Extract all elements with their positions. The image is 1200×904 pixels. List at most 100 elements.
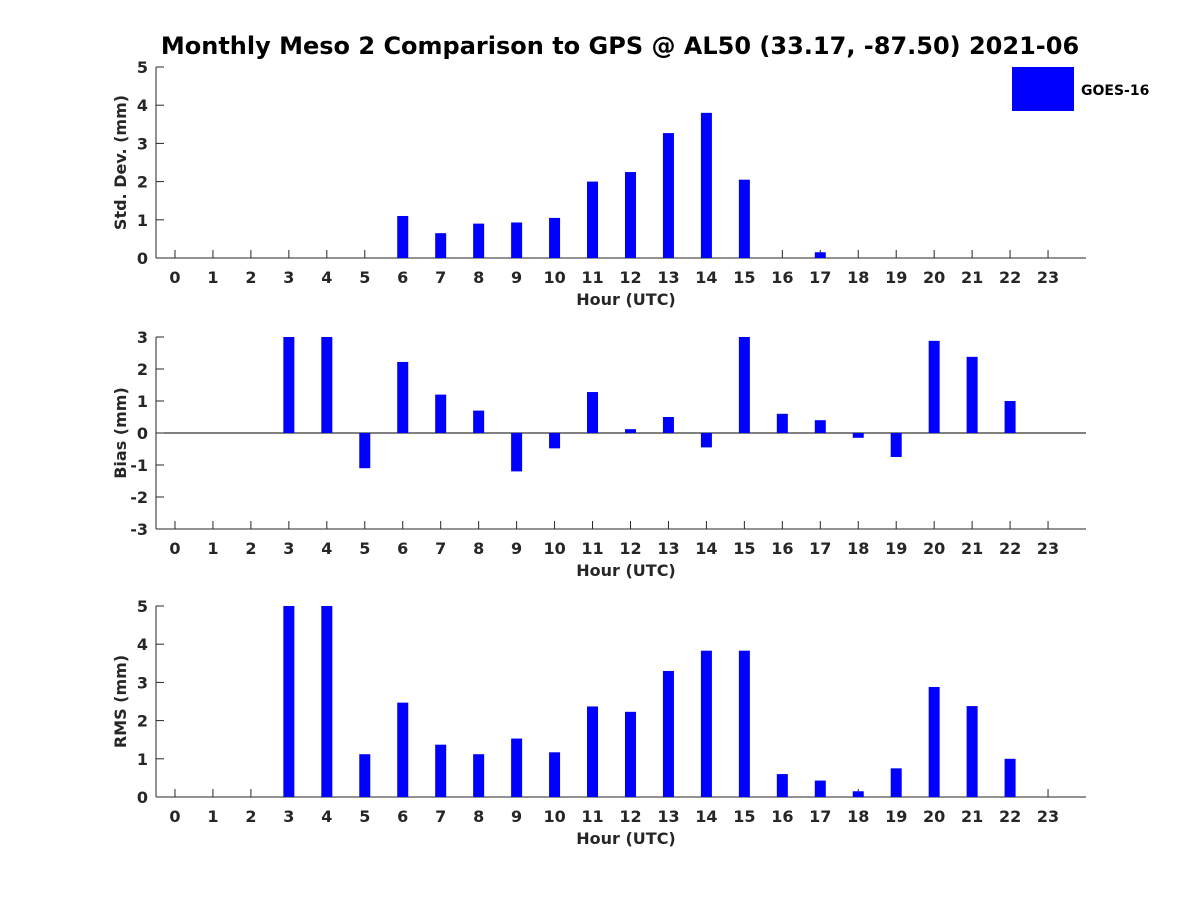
y-tick-label: 3 <box>137 328 148 347</box>
bar-bias-16 <box>776 413 788 433</box>
y-axis-label: Bias (mm) <box>111 387 130 479</box>
x-tick-label: 0 <box>169 268 180 287</box>
x-axis-label: Hour (UTC) <box>576 829 676 848</box>
bar-std-dev-12 <box>624 172 636 258</box>
y-tick-label: 0 <box>137 424 148 443</box>
x-tick-label: 22 <box>999 807 1021 826</box>
bar-std-dev-14 <box>700 112 712 258</box>
x-tick-label: 8 <box>473 539 484 558</box>
x-tick-label: 7 <box>435 268 446 287</box>
bar-std-dev-10 <box>549 217 561 258</box>
x-tick-label: 22 <box>999 539 1021 558</box>
x-tick-label: 21 <box>961 807 983 826</box>
x-tick-label: 10 <box>543 268 565 287</box>
y-tick-label: 3 <box>137 134 148 153</box>
x-tick-label: 21 <box>961 268 983 287</box>
x-tick-label: 3 <box>283 807 294 826</box>
x-tick-label: 7 <box>435 807 446 826</box>
bar-rms-7 <box>435 744 447 797</box>
bar-rms-12 <box>624 711 636 797</box>
bar-rms-16 <box>776 774 788 797</box>
bar-rms-4 <box>321 606 333 797</box>
y-tick-label: 0 <box>137 788 148 807</box>
x-tick-label: 4 <box>321 539 332 558</box>
x-tick-label: 20 <box>923 539 945 558</box>
bar-bias-19 <box>890 433 902 457</box>
x-tick-label: 19 <box>885 807 907 826</box>
x-tick-label: 17 <box>809 807 831 826</box>
y-tick-label: 2 <box>137 173 148 192</box>
bar-rms-22 <box>1004 758 1016 797</box>
y-tick-label: 1 <box>137 392 148 411</box>
bar-bias-18 <box>852 433 864 438</box>
legend: GOES-16 <box>1012 67 1149 111</box>
x-tick-label: 23 <box>1037 268 1059 287</box>
bar-rms-6 <box>397 702 409 797</box>
bar-rms-21 <box>966 706 978 797</box>
x-tick-label: 5 <box>359 268 370 287</box>
x-tick-label: 20 <box>923 268 945 287</box>
x-tick-label: 15 <box>733 807 755 826</box>
x-tick-label: 23 <box>1037 807 1059 826</box>
x-tick-label: 6 <box>397 807 408 826</box>
y-tick-label: 2 <box>137 712 148 731</box>
bar-rms-14 <box>700 650 712 797</box>
x-tick-label: 14 <box>695 539 717 558</box>
x-tick-label: 19 <box>885 268 907 287</box>
bar-bias-4 <box>321 337 333 433</box>
bar-bias-22 <box>1004 401 1016 433</box>
bar-rms-13 <box>662 670 674 797</box>
y-tick-label: 1 <box>137 750 148 769</box>
x-tick-label: 9 <box>511 268 522 287</box>
x-tick-label: 0 <box>169 807 180 826</box>
x-tick-label: 0 <box>169 539 180 558</box>
bar-bias-6 <box>397 361 409 433</box>
x-tick-label: 9 <box>511 539 522 558</box>
bar-std-dev-13 <box>662 133 674 258</box>
x-tick-label: 12 <box>619 268 641 287</box>
bar-std-dev-6 <box>397 215 409 258</box>
y-tick-label: 5 <box>137 58 148 77</box>
x-tick-label: 6 <box>397 539 408 558</box>
bar-bias-11 <box>587 392 599 433</box>
bar-bias-21 <box>966 356 978 433</box>
bar-bias-15 <box>738 337 750 433</box>
legend-label: GOES-16 <box>1081 83 1149 99</box>
bar-rms-20 <box>928 686 940 797</box>
bar-rms-17 <box>814 780 826 797</box>
x-tick-label: 5 <box>359 539 370 558</box>
y-tick-label: 2 <box>137 360 148 379</box>
y-tick-label: 3 <box>137 673 148 692</box>
bar-bias-7 <box>435 394 447 433</box>
x-tick-label: 2 <box>245 268 256 287</box>
x-tick-label: 14 <box>695 268 717 287</box>
bar-bias-13 <box>662 417 674 433</box>
x-tick-label: 1 <box>207 268 218 287</box>
y-tick-label: 5 <box>137 597 148 616</box>
x-tick-label: 10 <box>543 807 565 826</box>
bar-std-dev-15 <box>738 179 750 258</box>
x-tick-label: 17 <box>809 539 831 558</box>
x-tick-label: 11 <box>581 807 603 826</box>
y-tick-label: 4 <box>137 96 148 115</box>
x-tick-label: 14 <box>695 807 717 826</box>
bar-bias-20 <box>928 340 940 433</box>
x-tick-label: 16 <box>771 539 793 558</box>
x-tick-label: 16 <box>771 807 793 826</box>
bar-std-dev-9 <box>511 222 523 258</box>
bar-bias-3 <box>283 337 295 433</box>
x-tick-label: 2 <box>245 807 256 826</box>
bar-rms-10 <box>549 752 561 797</box>
y-tick-label: 0 <box>137 249 148 268</box>
bar-std-dev-11 <box>587 181 599 258</box>
x-tick-label: 17 <box>809 268 831 287</box>
bar-bias-9 <box>511 433 523 472</box>
bar-rms-11 <box>587 706 599 797</box>
bar-bias-10 <box>549 433 561 449</box>
x-tick-label: 19 <box>885 539 907 558</box>
bar-rms-15 <box>738 650 750 797</box>
y-tick-label: 4 <box>137 635 148 654</box>
bar-rms-19 <box>890 768 902 797</box>
